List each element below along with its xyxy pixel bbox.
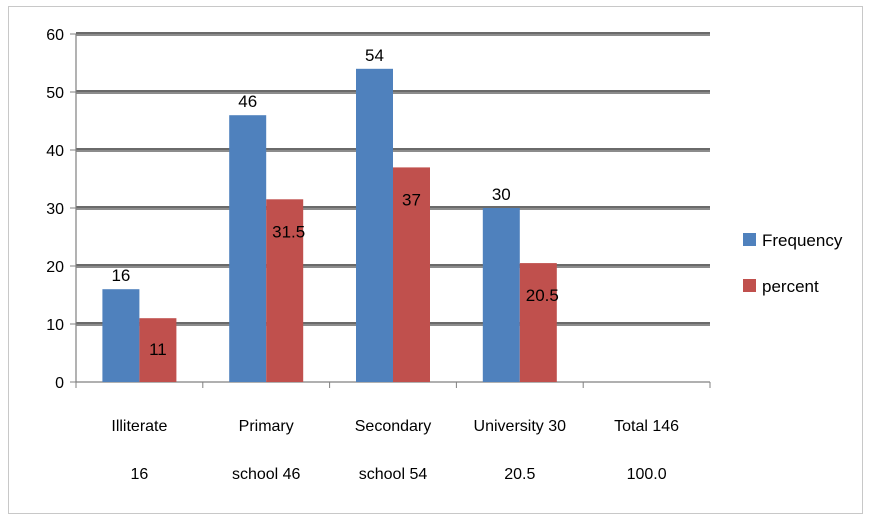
x-tick-label: Primary	[239, 418, 294, 435]
x-tick-label: Total 146	[614, 418, 679, 435]
data-label-frequency: 46	[238, 92, 257, 111]
bars	[102, 68, 557, 383]
bar-frequency	[356, 68, 393, 383]
x-tick-label: Secondary	[355, 418, 432, 435]
data-label-frequency: 16	[111, 266, 130, 285]
legend-swatch-frequency	[743, 233, 756, 246]
bar-percent	[393, 167, 430, 382]
x-tick-label: University 30	[474, 418, 567, 435]
data-label-percent: 31.5	[272, 222, 305, 241]
bar-percent	[139, 318, 177, 382]
y-tick-label: 50	[46, 85, 64, 102]
y-tick-label: 0	[55, 375, 64, 392]
bar-frequency	[102, 289, 140, 382]
bar-percent	[266, 199, 304, 382]
legend-swatch-percent	[743, 279, 756, 292]
x-tick-label: school 54	[359, 466, 428, 483]
x-tick-label: Illiterate	[111, 418, 167, 435]
y-tick-label: 10	[46, 317, 64, 334]
legend-label-frequency: Frequency	[762, 231, 843, 250]
data-labels: 16 11 46 31.5 54 37 30 20.5	[111, 46, 558, 359]
y-tick-label: 30	[46, 201, 64, 218]
x-tick-label: 16	[131, 466, 149, 483]
y-tick-label: 20	[46, 259, 64, 276]
y-tick-label: 60	[46, 27, 64, 44]
axes: 0 10 20 30 40 50 60	[46, 27, 711, 392]
y-tick-label: 40	[46, 143, 64, 160]
x-tick-label: school 46	[232, 466, 301, 483]
legend-label-percent: percent	[762, 277, 819, 296]
x-tick-label: 20.5	[504, 466, 535, 483]
bar-percent	[519, 263, 557, 382]
x-tick-label: 100.0	[627, 466, 667, 483]
data-label-percent: 11	[149, 340, 167, 359]
bar-frequency	[482, 208, 520, 382]
legend: Frequency percent	[743, 231, 843, 296]
category-labels: Illiterate 16 Primary school 46 Secondary sch…	[111, 418, 679, 483]
data-label-frequency: 30	[492, 185, 511, 204]
bar-frequency	[229, 115, 267, 382]
data-label-percent: 37	[402, 190, 421, 209]
data-label-percent: 20.5	[526, 286, 559, 305]
data-label-frequency: 54	[365, 46, 384, 65]
